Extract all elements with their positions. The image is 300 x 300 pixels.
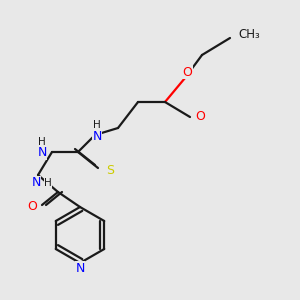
Text: O: O (195, 110, 205, 124)
Text: N: N (37, 146, 47, 160)
Text: S: S (106, 164, 114, 176)
Text: H: H (93, 120, 101, 130)
Text: N: N (75, 262, 85, 275)
Text: O: O (182, 65, 192, 79)
Text: O: O (27, 200, 37, 214)
Text: CH₃: CH₃ (238, 28, 260, 40)
Text: H: H (44, 178, 52, 188)
Text: N: N (92, 130, 102, 142)
Text: N: N (31, 176, 41, 190)
Text: H: H (38, 137, 46, 147)
